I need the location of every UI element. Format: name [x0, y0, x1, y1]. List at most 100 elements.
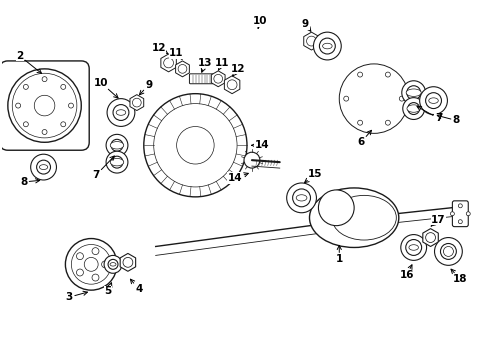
Text: 13: 13: [198, 58, 213, 72]
Circle shape: [386, 120, 391, 125]
Circle shape: [458, 204, 462, 208]
Polygon shape: [423, 229, 438, 247]
Circle shape: [214, 75, 222, 83]
Circle shape: [358, 120, 363, 125]
Circle shape: [178, 64, 187, 73]
Ellipse shape: [322, 43, 332, 49]
Circle shape: [399, 96, 404, 101]
Circle shape: [101, 261, 109, 268]
Circle shape: [106, 134, 128, 156]
Circle shape: [346, 71, 402, 126]
Circle shape: [84, 257, 98, 271]
Circle shape: [154, 104, 237, 187]
Ellipse shape: [310, 188, 399, 247]
Circle shape: [34, 95, 55, 116]
Circle shape: [106, 151, 128, 173]
Text: 18: 18: [451, 269, 467, 284]
Circle shape: [111, 156, 123, 168]
Circle shape: [407, 86, 420, 100]
Circle shape: [406, 239, 421, 255]
Ellipse shape: [443, 249, 453, 254]
Text: 5: 5: [104, 283, 112, 296]
Circle shape: [244, 152, 260, 168]
Circle shape: [466, 212, 470, 216]
Text: 12: 12: [231, 64, 245, 76]
Polygon shape: [130, 95, 144, 111]
Circle shape: [227, 80, 237, 90]
Circle shape: [450, 212, 454, 216]
Ellipse shape: [39, 165, 48, 170]
Circle shape: [358, 72, 363, 77]
Text: 16: 16: [399, 265, 414, 280]
Circle shape: [343, 96, 349, 101]
Ellipse shape: [407, 105, 420, 112]
Ellipse shape: [406, 89, 421, 96]
Ellipse shape: [409, 245, 418, 250]
Ellipse shape: [110, 141, 124, 149]
Polygon shape: [211, 71, 225, 87]
Circle shape: [403, 98, 425, 120]
Circle shape: [76, 269, 83, 276]
Circle shape: [16, 103, 21, 108]
Polygon shape: [120, 253, 136, 271]
Circle shape: [61, 122, 66, 127]
Circle shape: [92, 274, 99, 281]
Circle shape: [61, 84, 66, 89]
Polygon shape: [161, 54, 176, 72]
Text: 8: 8: [437, 114, 460, 126]
Text: 4: 4: [130, 279, 143, 294]
Circle shape: [72, 244, 111, 284]
Ellipse shape: [296, 195, 307, 201]
Circle shape: [426, 93, 441, 109]
Circle shape: [107, 99, 135, 126]
Circle shape: [65, 239, 117, 290]
Circle shape: [426, 233, 436, 243]
Circle shape: [307, 36, 317, 46]
Circle shape: [24, 84, 28, 89]
Text: 11: 11: [215, 58, 229, 70]
Circle shape: [12, 73, 77, 138]
Circle shape: [176, 126, 214, 164]
Circle shape: [164, 58, 173, 68]
Polygon shape: [175, 61, 189, 77]
Text: 7: 7: [417, 107, 442, 123]
Text: 8: 8: [20, 177, 40, 187]
Text: 12: 12: [151, 43, 168, 54]
Circle shape: [92, 248, 99, 255]
Text: 17: 17: [431, 215, 446, 226]
Polygon shape: [304, 32, 319, 50]
Circle shape: [111, 139, 123, 151]
Circle shape: [408, 103, 419, 114]
Circle shape: [293, 189, 311, 207]
Ellipse shape: [110, 262, 116, 266]
Circle shape: [339, 64, 409, 133]
Circle shape: [76, 253, 83, 260]
Circle shape: [8, 69, 81, 142]
Text: 14: 14: [228, 173, 248, 183]
Text: 10: 10: [94, 78, 118, 98]
Text: 9: 9: [140, 80, 152, 95]
Circle shape: [318, 190, 354, 226]
Circle shape: [314, 32, 341, 60]
Circle shape: [113, 105, 129, 121]
Circle shape: [402, 81, 426, 105]
Circle shape: [354, 79, 394, 118]
Circle shape: [419, 87, 447, 114]
Text: 15: 15: [305, 169, 323, 183]
Circle shape: [31, 154, 56, 180]
Circle shape: [319, 38, 335, 54]
Text: 7: 7: [93, 156, 114, 180]
Text: 3: 3: [66, 291, 88, 302]
Circle shape: [123, 257, 133, 267]
Circle shape: [386, 72, 391, 77]
Text: 1: 1: [336, 246, 343, 264]
Text: 11: 11: [169, 48, 184, 60]
Polygon shape: [224, 76, 240, 94]
Circle shape: [132, 98, 141, 107]
Circle shape: [37, 160, 50, 174]
Circle shape: [401, 235, 427, 260]
Circle shape: [69, 103, 74, 108]
Circle shape: [435, 238, 462, 265]
Circle shape: [104, 255, 122, 273]
Circle shape: [441, 243, 456, 260]
